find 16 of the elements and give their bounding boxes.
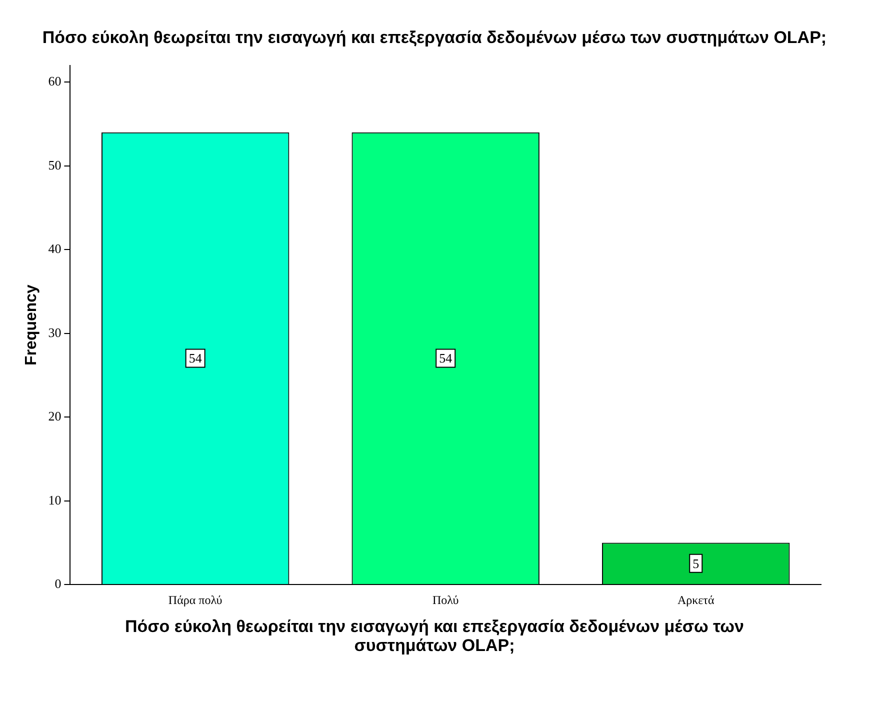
chart-title: Πόσο εύκολη θεωρείται την εισαγωγή και επεξεργασία δεδομένων μέσω των συστημάτων OLAP; [41,27,828,49]
y-tick-label: 60 [48,74,62,89]
y-tick-label: 10 [48,492,62,508]
data-label: 54 [188,350,202,366]
x-tick-label: Πάρα πολύ [168,592,222,607]
x-axis-title: Πόσο εύκολη θεωρείται την εισαγωγή και επεξεργασία δεδομένων μέσω των συστημάτων OLAP; [124,616,745,655]
data-label: 5 [692,556,700,571]
y-axis-title: Frequency [23,284,40,366]
y-tick-label: 0 [54,576,62,592]
y-tick-label: 50 [48,157,62,172]
y-tick-label: 20 [48,408,62,424]
x-tick-label: Αρκετά [677,592,715,607]
y-tick-label: 30 [48,324,62,340]
data-label: 54 [439,350,453,366]
x-tick-label: Πολύ [432,592,459,607]
y-tick-label: 40 [48,241,62,256]
